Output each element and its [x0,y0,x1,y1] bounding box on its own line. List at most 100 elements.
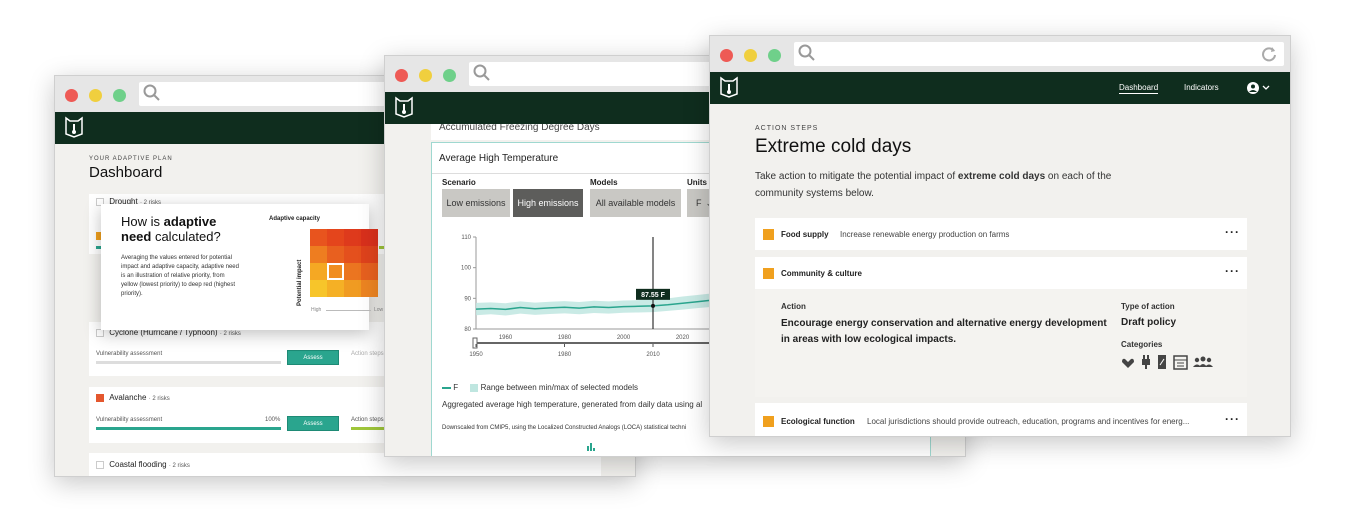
matrix-cell [344,246,361,263]
chevron-down-icon [1262,85,1270,90]
action-steps-label: Action steps [351,417,384,423]
action-steps-label: Action steps [351,351,384,357]
matrix-cell [361,246,378,263]
chart-icon[interactable] [587,443,596,451]
assess-button[interactable]: Assess [287,416,339,431]
series-line [475,299,713,311]
logo-icon[interactable] [64,116,84,138]
indicator-description: Aggregated average high temperature, gen… [442,400,703,409]
temperature-chart[interactable]: 110 100 90 80 1960 1980 2000 2020 87.55 F 1950 198… [432,223,932,373]
slider-tick-label: 1950 [469,352,483,358]
hazard-risk-count: · 2 risks [148,396,170,402]
tooltip-box [636,288,670,300]
hazard-row[interactable]: Coastal flooding · 2 risks [89,453,601,476]
user-menu[interactable] [1246,81,1272,100]
system-row-community-culture[interactable]: Community & culture ··· Action Encourage… [755,257,1247,397]
hazard-name: Cyclone (Hurricane / Typhoon) [109,328,218,337]
search-icon [473,64,490,81]
hazard-risk-count: · 2 risks [219,331,241,337]
popup-body: Averaging the values entered for potenti… [121,255,239,297]
category-icons [1121,354,1221,375]
action-steps-window: Dashboard Indicators ACTION STEPS Extrem… [709,35,1291,437]
address-bar[interactable] [794,42,1284,66]
legend-range-label: Range between min/max of selected models [480,383,639,392]
legend-range-swatch [470,383,479,392]
system-summary: Local jurisdictions should provide outre… [867,417,1190,426]
indicator-title: Accumulated Freezing Degree Days [439,124,600,133]
matrix-cell [361,229,378,246]
hazard-name: Drought [109,197,138,206]
nav-indicators-link[interactable]: Indicators [1184,83,1219,92]
plug-icon [1142,355,1150,369]
maximize-window-button[interactable] [443,69,456,82]
system-color-swatch [763,229,774,240]
matrix-x-high-label: High [311,307,322,313]
legend-line-swatch [442,386,451,389]
matrix-y-axis-label: Potential impact [297,259,303,306]
maximize-window-button[interactable] [768,49,781,62]
close-window-button[interactable] [65,89,78,102]
hazard-risk-count: · 2 risks [139,200,161,206]
assess-button[interactable]: Assess [287,350,339,365]
search-icon [143,84,160,101]
matrix-cell [361,263,378,280]
more-options-icon[interactable]: ··· [1225,264,1240,278]
slider-tick-label: 1980 [558,352,572,358]
search-icon [798,44,815,61]
action-text: Encourage energy conservation and altern… [781,318,1107,345]
type-of-action-label: Type of action [1121,302,1175,311]
matrix-cell [344,280,361,297]
page-title: Dashboard [89,164,163,181]
minimize-window-button[interactable] [419,69,432,82]
matrix-cell [310,229,327,246]
y-tick-label: 80 [464,327,471,333]
browser-chrome [710,36,1290,72]
matrix-cell [344,263,361,280]
system-row-ecological-function[interactable]: Ecological function Local jurisdictions … [755,403,1247,436]
x-tick-label: 1980 [558,335,572,341]
close-window-button[interactable] [720,49,733,62]
popup-title: How is adaptive need calculated? [121,214,221,244]
tooltip-label: 87.55 F [641,292,665,299]
matrix-cell [310,263,327,280]
models-select[interactable]: All available models [590,189,681,217]
action-label: Action [781,302,806,311]
progress-percent: 100% [265,417,281,423]
minimize-window-button[interactable] [89,89,102,102]
type-of-action-value: Draft policy [1121,317,1177,328]
hover-point [651,303,655,308]
high-emissions-button[interactable]: High emissions [513,189,583,217]
maximize-window-button[interactable] [113,89,126,102]
x-tick-label: 2020 [676,335,690,341]
logo-icon[interactable] [394,96,414,118]
more-options-icon[interactable]: ··· [1225,412,1240,426]
matrix-cell [310,280,327,297]
adaptive-need-popup: How is adaptive need calculated? Averagi… [101,204,396,330]
close-window-button[interactable] [395,69,408,82]
low-emissions-button[interactable]: Low emissions [442,189,510,217]
document-icon [1158,355,1166,369]
minimize-window-button[interactable] [744,49,757,62]
system-name: Community & culture [781,269,862,278]
x-tick-label: 1960 [499,335,513,341]
matrix-cell [361,280,378,297]
chart-legend: F Range between min/max of selected mode… [442,383,638,392]
action-detail: Action Encourage energy conservation and… [755,289,1247,397]
more-options-icon[interactable]: ··· [1225,225,1240,239]
y-tick-label: 110 [461,235,471,241]
eyebrow: ACTION STEPS [755,125,819,132]
indicator-title: Average High Temperature [439,153,559,164]
matrix-cell [327,280,344,297]
slider-tick-label: 2010 [646,352,660,358]
intro-text: Take action to mitigate the potential im… [755,171,1112,199]
system-row-food-supply[interactable]: Food supply Increase renewable energy pr… [755,218,1247,250]
nav-dashboard-link[interactable]: Dashboard [1119,83,1159,94]
matrix-title: Adaptive capacity [269,216,321,222]
system-summary: Increase renewable energy production on … [840,230,1010,239]
hazard-color-swatch [96,393,104,402]
vulnerability-label: Vulnerability assessment [96,351,163,357]
adaptive-need-matrix [310,229,378,297]
x-tick-label: 2000 [617,335,631,341]
logo-icon[interactable] [719,76,739,98]
refresh-icon[interactable] [1260,45,1278,63]
